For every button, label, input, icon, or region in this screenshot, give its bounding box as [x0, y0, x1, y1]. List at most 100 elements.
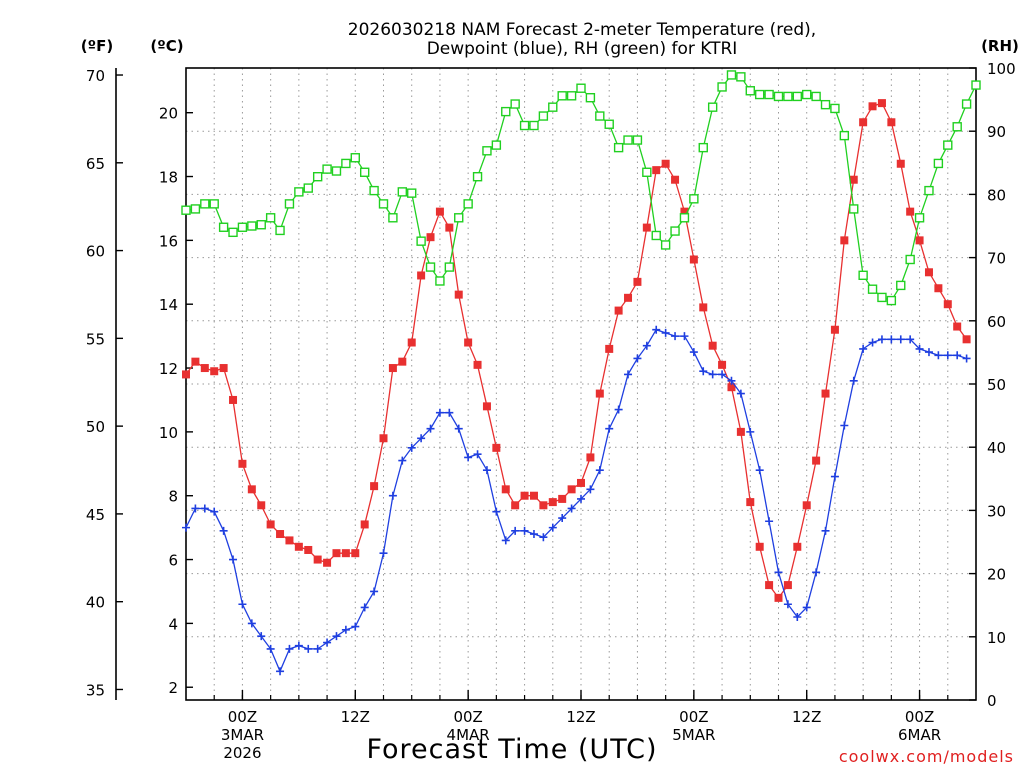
data-point	[360, 603, 369, 612]
celsius-tick-label: 4	[168, 615, 178, 633]
data-point	[905, 254, 915, 265]
data-point	[529, 120, 539, 131]
data-point	[623, 135, 633, 145]
x-tick-label: 00Z	[453, 708, 482, 726]
data-point	[887, 118, 896, 127]
data-point	[435, 408, 444, 417]
fahrenheit-tick-label: 55	[86, 330, 105, 348]
data-point	[370, 587, 379, 596]
data-point	[765, 517, 774, 526]
x-axis-title: Forecast Time (UTC)	[366, 734, 657, 765]
data-point	[539, 501, 548, 510]
data-point	[736, 72, 746, 82]
fahrenheit-tick-label: 50	[86, 418, 105, 436]
data-point	[548, 523, 557, 532]
data-point	[210, 367, 219, 376]
x-tick-label: 12Z	[341, 708, 370, 726]
data-point	[707, 102, 718, 112]
data-point	[651, 230, 661, 241]
data-point	[200, 364, 209, 373]
data-point	[914, 213, 925, 223]
data-point	[586, 453, 595, 462]
data-point	[238, 600, 247, 609]
data-point	[219, 364, 228, 373]
data-point	[501, 536, 510, 545]
data-point	[952, 122, 962, 132]
data-point	[463, 199, 473, 209]
data-point	[426, 233, 435, 242]
data-point	[614, 306, 623, 315]
data-point	[858, 270, 868, 280]
rh-tick-label: 90	[987, 123, 1006, 141]
data-point	[228, 227, 238, 238]
rh-tick-label: 70	[987, 250, 1006, 268]
data-point	[680, 332, 689, 341]
data-point	[492, 443, 501, 452]
data-point	[388, 213, 398, 223]
data-point	[511, 526, 520, 535]
data-point	[877, 99, 886, 108]
data-point	[501, 485, 510, 494]
fahrenheit-axis-label: (ºF)	[81, 37, 113, 55]
data-point	[726, 70, 737, 80]
data-point	[190, 204, 201, 214]
data-point	[417, 271, 426, 280]
data-point	[200, 199, 210, 209]
data-point	[812, 568, 821, 577]
data-point	[284, 199, 295, 209]
data-point	[793, 613, 802, 622]
x-tick-label: 12Z	[792, 708, 821, 726]
data-point	[247, 619, 256, 628]
data-point	[407, 443, 416, 452]
data-point	[604, 119, 614, 129]
data-point	[699, 367, 708, 376]
data-point	[943, 351, 952, 360]
x-tick-label: 00Z	[679, 708, 708, 726]
data-point	[764, 89, 774, 100]
data-point	[867, 284, 878, 294]
celsius-axis-label: (ºC)	[150, 37, 183, 55]
data-point	[557, 91, 567, 101]
data-point	[351, 622, 360, 631]
data-point	[501, 106, 511, 117]
data-point	[388, 364, 397, 373]
data-point	[276, 530, 285, 539]
data-point	[934, 284, 943, 293]
data-point	[209, 199, 219, 209]
celsius-tick-label: 18	[159, 169, 178, 187]
data-point	[679, 213, 690, 223]
data-point	[275, 225, 285, 236]
celsius-tick-label: 20	[159, 105, 178, 123]
data-point	[708, 370, 717, 379]
series-layer	[181, 70, 981, 676]
data-point	[266, 520, 275, 529]
data-point	[811, 91, 821, 102]
data-point	[633, 277, 642, 286]
data-point	[868, 338, 877, 347]
x-tick-label: 00Z	[228, 708, 257, 726]
data-point	[943, 300, 952, 309]
data-point	[783, 581, 792, 590]
data-point	[359, 167, 370, 177]
data-point	[953, 351, 962, 360]
data-point	[820, 99, 831, 110]
data-point	[247, 221, 257, 231]
data-point	[934, 351, 943, 360]
data-point	[624, 293, 633, 302]
celsius-tick-label: 2	[168, 679, 178, 697]
data-point	[266, 644, 275, 653]
credit-text: coolwx.com/models	[839, 747, 1014, 766]
data-point	[577, 494, 585, 503]
series-dewpoint	[182, 325, 971, 676]
data-point	[859, 344, 868, 353]
data-point	[257, 501, 266, 510]
rh-tick-label: 60	[987, 313, 1006, 331]
data-point	[924, 348, 933, 357]
data-point	[971, 80, 981, 90]
data-point	[961, 99, 972, 109]
data-point	[322, 164, 332, 174]
data-point	[792, 91, 803, 102]
data-point	[802, 501, 811, 510]
